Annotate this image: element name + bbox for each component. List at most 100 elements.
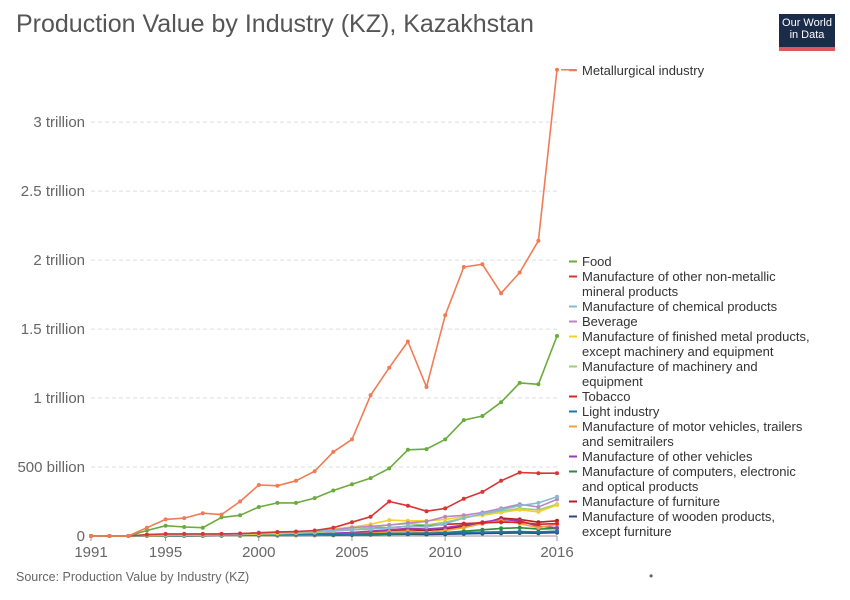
- legend-item: Manufacture of furniture: [569, 494, 720, 509]
- data-point: [89, 534, 93, 538]
- data-point: [387, 531, 392, 536]
- data-point: [387, 518, 392, 523]
- data-point: [555, 503, 559, 507]
- data-point: [555, 334, 559, 338]
- data-point: [443, 531, 448, 535]
- data-point: [480, 262, 485, 267]
- legend-item: Light industry: [569, 404, 660, 419]
- data-point: [144, 525, 149, 530]
- legend-item: Manufacture of other non-metallicmineral…: [569, 269, 776, 299]
- series-line: [91, 335, 558, 537]
- source-note[interactable]: Source: Production Value by Industry (KZ…: [16, 570, 250, 584]
- data-point: [424, 519, 429, 524]
- y-tick-label: 1 trillion: [33, 390, 85, 407]
- data-point: [536, 382, 541, 387]
- data-point: [499, 526, 504, 531]
- data-point: [350, 520, 354, 525]
- series-line: [91, 471, 557, 537]
- data-point: [200, 511, 205, 516]
- data-point: [424, 447, 429, 452]
- legend-label: Manufacture of wooden products,: [582, 509, 775, 524]
- data-point: [499, 507, 504, 512]
- data-point: [461, 496, 466, 501]
- legend-item: Manufacture of finished metal products,e…: [569, 329, 810, 359]
- logo-line-1: Our World: [782, 17, 832, 29]
- data-point: [238, 513, 243, 518]
- data-point: [163, 517, 168, 522]
- data-point: [107, 534, 112, 538]
- chart-title: Production Value by Industry (KZ), Kazak…: [16, 10, 534, 38]
- data-point: [443, 525, 448, 530]
- x-tick-label: 2010: [428, 544, 461, 561]
- legend-label: Manufacture of computers, electronic: [582, 464, 796, 479]
- data-point: [443, 437, 448, 442]
- data-point: [331, 532, 336, 537]
- data-point: [350, 437, 354, 442]
- data-point: [461, 521, 466, 526]
- data-point: [461, 530, 466, 535]
- data-point: [275, 530, 280, 535]
- data-point: [331, 525, 336, 530]
- owid-logo[interactable]: Our World in Data: [779, 14, 835, 51]
- data-point: [480, 511, 485, 516]
- data-point: [182, 516, 187, 521]
- data-point: [387, 525, 392, 530]
- logo-line-2: in Data: [789, 29, 825, 41]
- data-point: [294, 500, 298, 505]
- data-point: [461, 265, 466, 269]
- legend-item: Tobacco: [569, 389, 630, 404]
- data-point: [536, 525, 541, 530]
- data-point: [312, 528, 317, 533]
- data-point: [368, 393, 373, 398]
- data-point: [219, 512, 224, 517]
- series-line: [91, 69, 558, 537]
- x-tick-label: 1991: [74, 544, 107, 561]
- data-point: [517, 380, 522, 385]
- data-point: [480, 530, 485, 535]
- legend-label: Manufacture of finished metal products,: [582, 329, 810, 344]
- data-point: [312, 469, 317, 474]
- legend-label: and optical products: [582, 479, 699, 494]
- legend-label: and semitrailers: [582, 434, 674, 449]
- data-point: [536, 505, 541, 509]
- y-tick-label: 2.5 trillion: [21, 183, 85, 200]
- y-axis: 0 500 billion 1 trillion 1.5 trillion 2 tril…: [17, 114, 85, 545]
- data-point: [517, 507, 522, 512]
- data-point: [536, 529, 541, 534]
- data-point: [424, 531, 429, 536]
- legend-label: Beverage: [582, 314, 638, 329]
- data-point: [555, 494, 559, 499]
- data-point: [536, 500, 541, 505]
- data-point: [461, 418, 466, 423]
- data-point: [443, 521, 448, 526]
- data-point: [555, 67, 559, 72]
- data-point: [294, 529, 298, 534]
- data-point: [536, 471, 541, 476]
- legend-item: Metallurgical industry: [569, 63, 705, 78]
- data-point: [368, 514, 373, 519]
- series-2: [89, 470, 559, 538]
- data-point: [144, 532, 149, 537]
- data-point: [499, 291, 504, 296]
- data-point: [368, 531, 373, 536]
- data-point: [163, 523, 168, 528]
- data-point: [461, 516, 466, 521]
- data-point: [536, 238, 541, 243]
- legend-label: Manufacture of chemical products: [582, 299, 778, 314]
- data-point: [461, 513, 466, 518]
- data-point: [405, 339, 410, 344]
- legend-label: Manufacture of furniture: [582, 494, 720, 509]
- legend-item: Manufacture of motor vehicles, trailersa…: [569, 419, 803, 449]
- legend-item: Manufacture of chemical products: [569, 299, 778, 314]
- data-point: [536, 522, 541, 527]
- data-point: [405, 524, 410, 529]
- legend-label: Metallurgical industry: [582, 63, 705, 78]
- data-point: [256, 505, 261, 509]
- legend-label: equipment: [582, 374, 643, 389]
- data-point: [499, 529, 504, 534]
- data-point: [480, 489, 485, 494]
- data-point: [499, 520, 504, 525]
- legend-item: Manufacture of computers, electronicand …: [569, 464, 796, 494]
- data-point: [368, 524, 373, 529]
